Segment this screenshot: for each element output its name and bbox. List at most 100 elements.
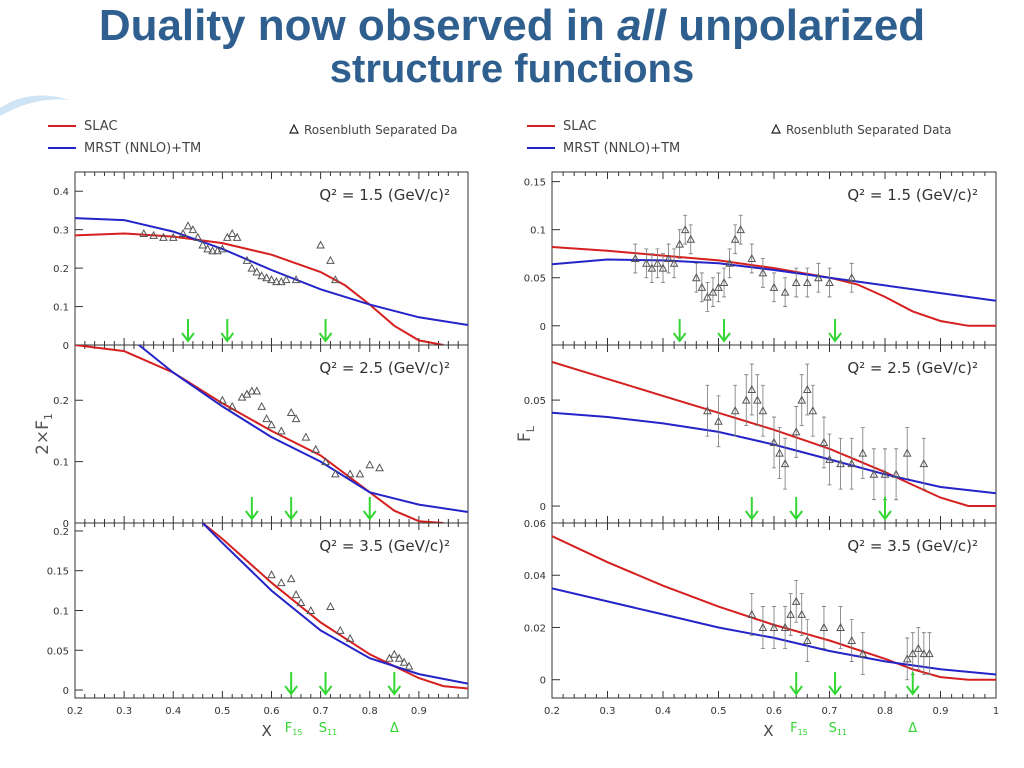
data-point bbox=[291, 590, 301, 599]
resonance-arrow bbox=[362, 497, 377, 521]
error-bar bbox=[633, 243, 638, 274]
error-bar bbox=[733, 224, 738, 255]
error-bar bbox=[805, 267, 810, 298]
y-axis-label-sub: L bbox=[524, 425, 537, 432]
data-point bbox=[747, 253, 757, 262]
mrst-curve bbox=[552, 258, 996, 302]
data-point bbox=[680, 225, 690, 234]
x-tick-label: 0.2 bbox=[544, 706, 560, 717]
slide-title: Duality now observed in all unpolarized … bbox=[0, 1, 1024, 90]
resonance-arrow bbox=[181, 319, 195, 343]
data-point bbox=[404, 661, 414, 670]
data-point bbox=[775, 448, 784, 457]
x-tick-label: 1 bbox=[993, 706, 999, 717]
panel-3: 0 0.05 0.1 0.15 0.2 Q² = 3.5 (GeV/c)² bbox=[47, 522, 469, 699]
x-tick-label: 0.5 bbox=[711, 706, 727, 717]
error-bar bbox=[794, 580, 799, 623]
data-point bbox=[847, 273, 857, 282]
resonance-label-main: F bbox=[285, 721, 292, 736]
data-point bbox=[669, 258, 679, 267]
data-point bbox=[178, 228, 188, 238]
y-tick-label: 0.3 bbox=[53, 226, 69, 237]
data-point bbox=[389, 649, 399, 658]
data-point bbox=[203, 244, 212, 253]
error-bar bbox=[688, 224, 693, 255]
title-part-1: Duality now observed in bbox=[98, 1, 618, 50]
error-bar bbox=[649, 253, 654, 283]
error-bar bbox=[916, 627, 921, 670]
data-point bbox=[345, 633, 355, 642]
resonance-label-main: S bbox=[829, 721, 837, 736]
resonance-label-main: Δ bbox=[908, 721, 917, 736]
resonance-label-sub: 15 bbox=[798, 728, 808, 737]
data-point bbox=[286, 574, 296, 583]
error-bar bbox=[783, 277, 788, 307]
data-point bbox=[394, 653, 404, 662]
x-tick-label: 0.4 bbox=[165, 706, 181, 717]
data-point bbox=[252, 267, 262, 276]
y-tick-label: 0.15 bbox=[524, 178, 546, 189]
data-point bbox=[272, 277, 281, 286]
legend-data-marker bbox=[771, 123, 781, 134]
q2-label: Q² = 3.5 (GeV/c)² bbox=[319, 537, 450, 555]
panel-3: 0 0.02 0.04 0.06 Q² = 3.5 (GeV/c)² bbox=[524, 519, 997, 699]
data-point bbox=[168, 232, 178, 241]
slac-curve bbox=[75, 345, 444, 523]
title-emphasis: all bbox=[617, 1, 667, 50]
y-tick-label: 0.04 bbox=[524, 571, 546, 582]
data-point bbox=[819, 437, 829, 446]
resonance-label-sub: 15 bbox=[292, 728, 302, 737]
error-bar bbox=[755, 374, 760, 426]
y-axis-label-sub: 1 bbox=[42, 413, 55, 420]
x-tick-label: 0.7 bbox=[313, 706, 329, 717]
data-point bbox=[262, 273, 271, 282]
error-bar bbox=[694, 262, 699, 293]
error-bar bbox=[783, 606, 788, 649]
resonance-arrow bbox=[220, 319, 235, 343]
data-point bbox=[808, 406, 818, 415]
x-axis-label: X bbox=[763, 722, 773, 740]
x-tick-label: 0.6 bbox=[264, 706, 280, 717]
legend-slac-label: SLAC bbox=[84, 119, 118, 134]
data-point bbox=[267, 275, 276, 284]
y-tick-label: 0.1 bbox=[530, 226, 546, 237]
error-bar bbox=[805, 619, 810, 662]
data-point bbox=[331, 275, 340, 284]
y-tick-label: 0 bbox=[63, 686, 69, 697]
data-point bbox=[847, 459, 857, 468]
data-point bbox=[836, 622, 845, 631]
error-bar bbox=[677, 229, 682, 259]
data-point bbox=[188, 225, 198, 234]
y-tick-label: 0 bbox=[63, 519, 69, 530]
data-point bbox=[281, 275, 291, 284]
data-point bbox=[780, 287, 790, 296]
error-bar bbox=[772, 272, 776, 303]
error-bar bbox=[860, 632, 865, 675]
data-point bbox=[753, 395, 762, 404]
q2-label: Q² = 3.5 (GeV/c)² bbox=[847, 537, 978, 555]
data-point bbox=[301, 432, 311, 441]
panel-2: 0 0.1 0.2 Q² = 2.5 (GeV/c)² bbox=[53, 344, 469, 530]
y-axis-label-main: 2×F bbox=[33, 420, 53, 455]
data-point bbox=[385, 653, 394, 662]
q2-label: Q² = 1.5 (GeV/c)² bbox=[319, 186, 450, 204]
error-bar bbox=[772, 416, 776, 469]
legend-data-label: Rosenbluth Separated Data bbox=[786, 123, 952, 137]
data-point bbox=[858, 649, 868, 658]
y-tick-label: 0.06 bbox=[524, 519, 546, 530]
data-point bbox=[913, 643, 923, 652]
data-point bbox=[703, 406, 712, 415]
legend-slac-label: SLAC bbox=[563, 119, 597, 134]
y-axis-label: FL bbox=[515, 425, 537, 442]
q2-label: Q² = 2.5 (GeV/c)² bbox=[319, 359, 450, 377]
resonance-arrow bbox=[789, 672, 803, 696]
data-point bbox=[825, 277, 834, 287]
data-point bbox=[355, 469, 365, 478]
y-tick-label: 0.15 bbox=[47, 567, 69, 578]
x-tick-label: 0.2 bbox=[67, 706, 83, 717]
data-point bbox=[198, 240, 208, 249]
data-point bbox=[691, 273, 701, 282]
data-point bbox=[227, 228, 237, 238]
error-bar bbox=[921, 437, 926, 490]
data-point bbox=[880, 469, 890, 478]
